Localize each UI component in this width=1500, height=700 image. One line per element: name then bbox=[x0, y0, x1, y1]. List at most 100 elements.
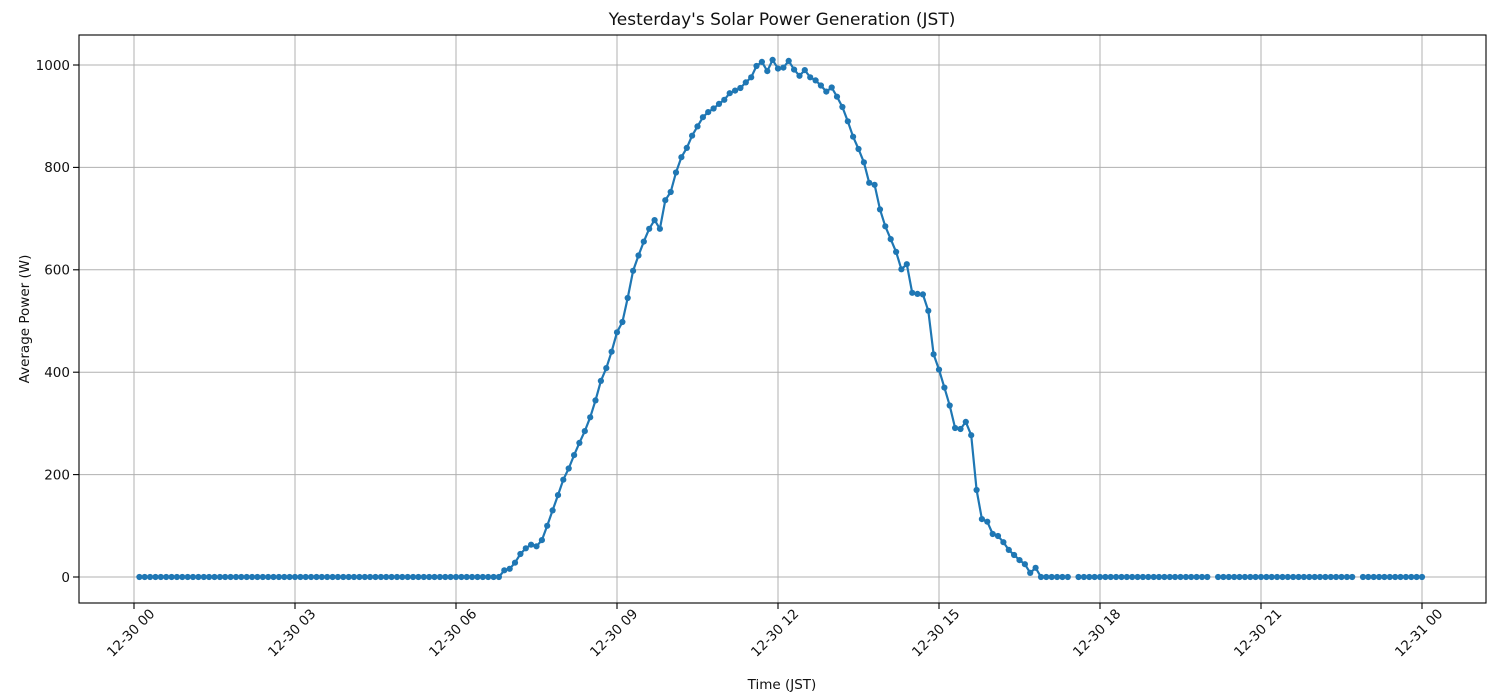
data-point-marker bbox=[469, 573, 476, 581]
data-point-marker bbox=[1316, 573, 1324, 581]
data-point-marker bbox=[1166, 573, 1173, 581]
data-point-marker bbox=[447, 573, 454, 581]
data-point-marker bbox=[796, 72, 803, 79]
data-point-marker bbox=[490, 573, 497, 581]
y-tick-label: 0 bbox=[61, 570, 70, 586]
data-point-marker bbox=[479, 573, 486, 581]
data-point-marker bbox=[141, 573, 148, 581]
data-point-marker bbox=[372, 573, 379, 581]
data-point-marker bbox=[1247, 573, 1254, 581]
data-point-marker bbox=[1107, 573, 1114, 581]
data-point-marker bbox=[1150, 573, 1157, 581]
data-point-marker bbox=[1096, 573, 1104, 581]
data-point-marker bbox=[1000, 539, 1007, 546]
data-point-marker bbox=[689, 132, 696, 139]
data-point-marker bbox=[1134, 573, 1141, 581]
data-point-marker bbox=[742, 79, 749, 86]
data-point-marker bbox=[758, 58, 766, 65]
data-point-marker bbox=[732, 87, 739, 94]
data-point-marker bbox=[662, 197, 669, 204]
data-point-marker bbox=[989, 530, 996, 538]
data-point-marker bbox=[903, 261, 910, 268]
y-tick-label: 800 bbox=[44, 160, 70, 176]
x-tick-label: 12-30 06 bbox=[426, 606, 480, 660]
axes-frame bbox=[78, 34, 1487, 604]
y-tick-label: 400 bbox=[44, 365, 70, 381]
data-point-marker bbox=[640, 238, 647, 245]
data-point-marker bbox=[694, 123, 701, 130]
data-point-marker bbox=[501, 567, 508, 574]
data-point-marker bbox=[1365, 573, 1372, 581]
data-point-marker bbox=[345, 573, 352, 581]
data-point-marker bbox=[1408, 573, 1415, 581]
data-point-marker bbox=[232, 573, 240, 581]
data-point-marker bbox=[1279, 573, 1286, 581]
data-point-marker bbox=[1263, 573, 1270, 581]
data-point-marker bbox=[994, 532, 1002, 540]
data-point-marker bbox=[565, 465, 572, 472]
data-point-marker bbox=[275, 573, 282, 581]
data-point-marker bbox=[211, 573, 218, 581]
x-tick-label: 12-30 12 bbox=[748, 606, 802, 660]
data-point-marker bbox=[1343, 573, 1350, 581]
data-point-marker bbox=[313, 573, 320, 581]
data-point-marker bbox=[817, 82, 825, 89]
data-point-marker bbox=[463, 573, 470, 581]
x-tick-label: 12-30 18 bbox=[1070, 606, 1124, 660]
data-point-marker bbox=[1021, 561, 1028, 568]
data-point-marker bbox=[436, 573, 443, 581]
y-tick-label: 200 bbox=[44, 467, 70, 483]
data-point-marker bbox=[576, 439, 583, 446]
data-point-marker bbox=[533, 543, 540, 550]
data-point-marker bbox=[393, 573, 401, 581]
data-point-marker bbox=[646, 225, 653, 232]
data-point-marker bbox=[1172, 573, 1179, 581]
data-point-marker bbox=[839, 103, 846, 111]
data-point-marker bbox=[1290, 573, 1297, 581]
data-point-marker bbox=[297, 573, 304, 581]
data-point-marker bbox=[195, 573, 202, 581]
x-tick-label: 12-30 00 bbox=[104, 606, 158, 660]
data-point-marker bbox=[705, 109, 712, 116]
data-point-marker bbox=[361, 573, 368, 581]
data-point-marker bbox=[667, 188, 674, 196]
data-point-marker bbox=[1333, 573, 1340, 581]
data-point-marker bbox=[404, 573, 411, 581]
data-point-marker bbox=[678, 154, 685, 161]
data-point-marker bbox=[136, 573, 143, 581]
data-point-marker bbox=[1236, 573, 1243, 581]
x-tick-label: 12-30 21 bbox=[1231, 606, 1285, 660]
data-point-marker bbox=[388, 573, 395, 581]
data-point-marker bbox=[222, 573, 229, 581]
data-point-marker bbox=[308, 573, 315, 581]
data-point-marker bbox=[399, 573, 406, 581]
y-tick-label: 1000 bbox=[36, 58, 70, 74]
data-point-marker bbox=[785, 57, 792, 64]
data-point-marker bbox=[1215, 573, 1222, 581]
data-point-marker bbox=[1300, 573, 1307, 581]
data-point-marker bbox=[925, 307, 932, 314]
x-tick-label: 12-30 09 bbox=[587, 606, 641, 660]
data-point-marker bbox=[1397, 573, 1404, 581]
data-point-marker bbox=[324, 573, 331, 581]
data-point-marker bbox=[1402, 573, 1409, 581]
data-point-marker bbox=[1102, 573, 1109, 581]
data-point-marker bbox=[1381, 573, 1388, 581]
data-point-marker bbox=[528, 541, 535, 548]
data-point-marker bbox=[764, 68, 771, 75]
data-point-marker bbox=[270, 573, 277, 581]
data-point-marker bbox=[619, 318, 626, 326]
data-point-marker bbox=[769, 56, 776, 64]
data-point-marker bbox=[1118, 573, 1125, 581]
data-point-marker bbox=[1418, 573, 1426, 581]
y-tick-label: 600 bbox=[44, 263, 70, 279]
data-point-marker bbox=[973, 486, 980, 494]
data-point-marker bbox=[179, 573, 186, 581]
data-point-marker bbox=[1048, 573, 1055, 581]
data-point-marker bbox=[1016, 557, 1023, 564]
data-point-marker bbox=[1123, 573, 1130, 581]
data-point-marker bbox=[1257, 573, 1265, 581]
data-point-marker bbox=[1231, 573, 1238, 581]
data-point-marker bbox=[871, 181, 878, 188]
